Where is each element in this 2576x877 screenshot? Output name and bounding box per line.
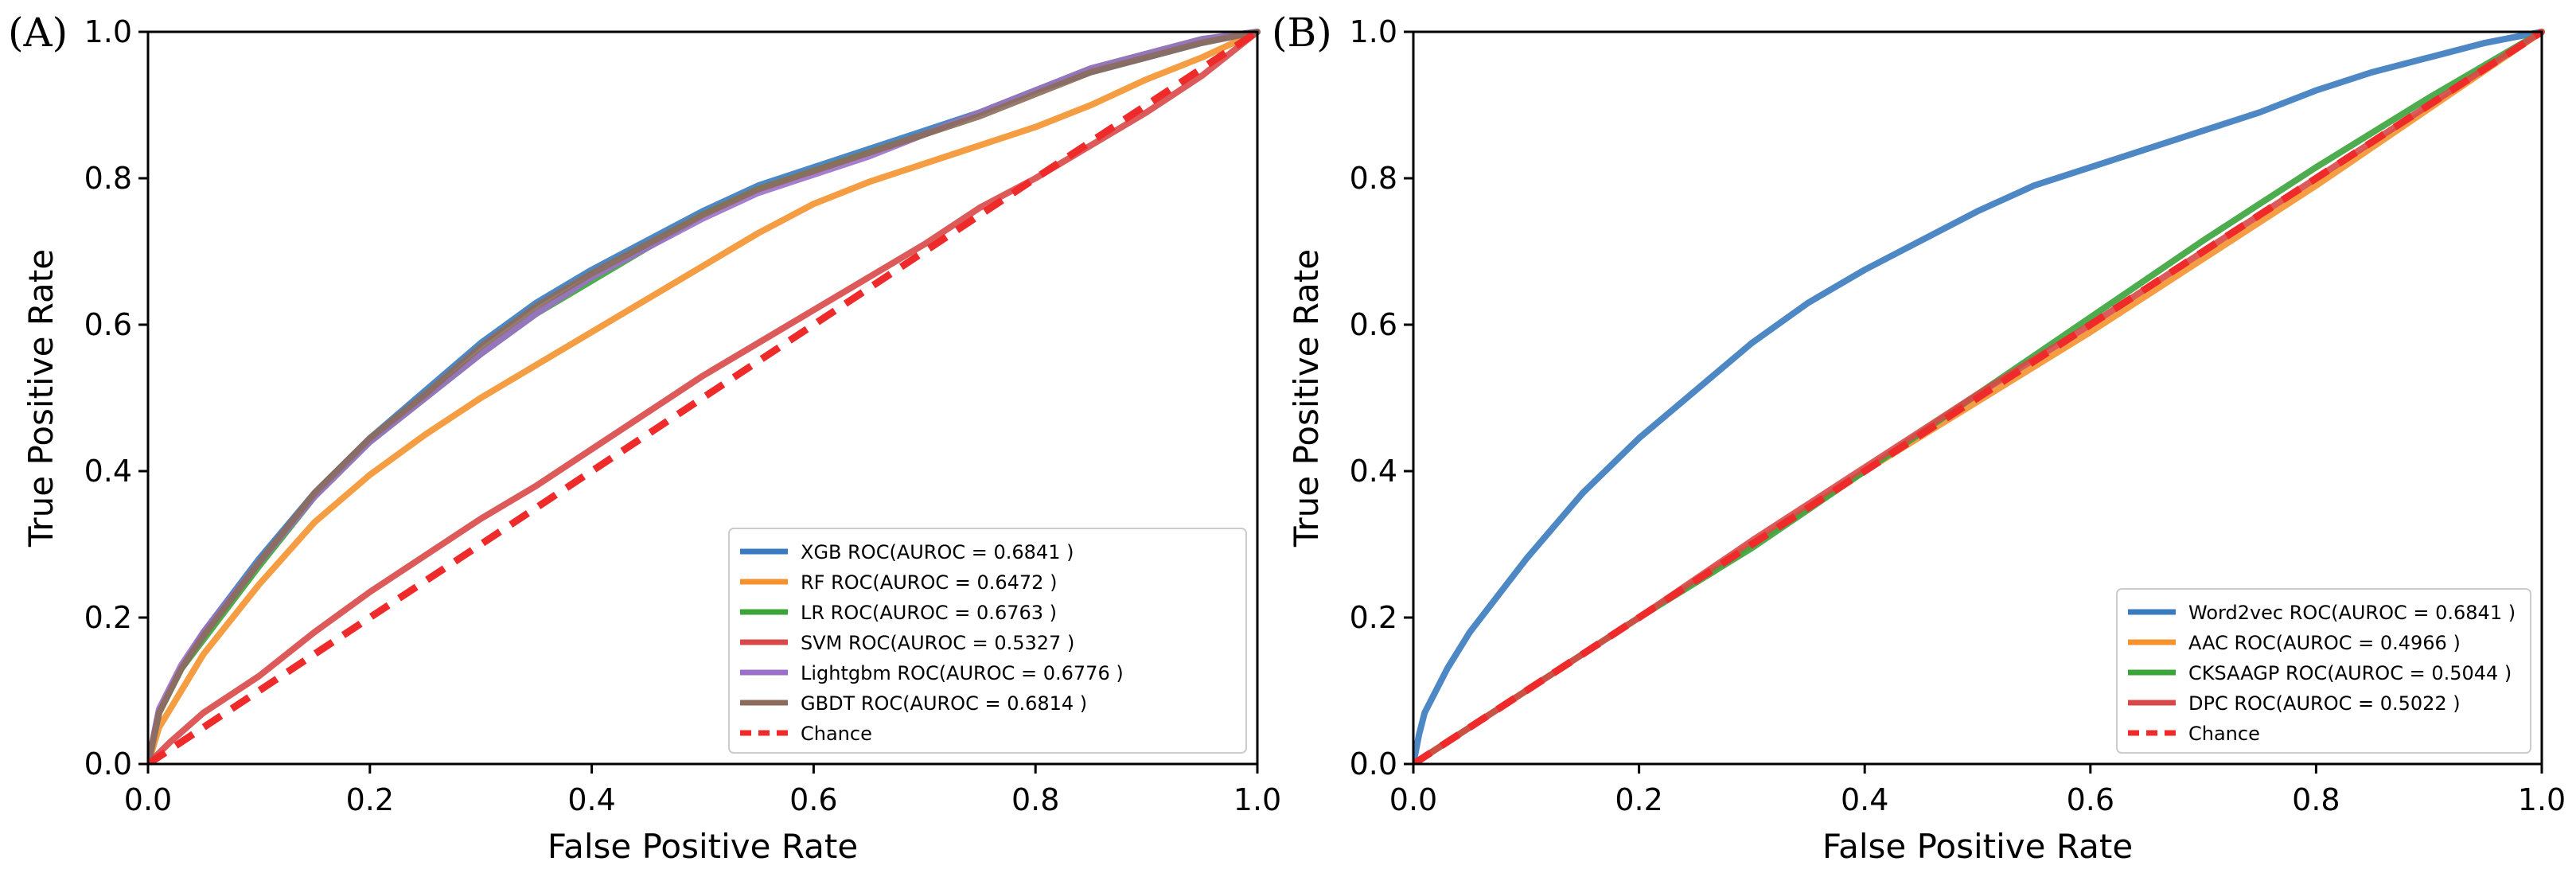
- roc-panel-b: (B) 0.0 0.2 0.4 0.6 0.8 1.0 0.0 0.2 0.4 0.6 0.8 1.0 F…: [1272, 10, 2566, 866]
- x-tick-label: 0.0: [1389, 782, 1437, 817]
- legend: XGB ROC(AUROC = 0.6841 ) RF ROC(AUROC = 0…: [728, 528, 1247, 754]
- x-tick-label: 0.4: [567, 782, 615, 817]
- x-tick-label: 0.0: [124, 782, 172, 817]
- legend-entry: Chance: [801, 723, 872, 745]
- x-tick-label: 0.6: [2067, 782, 2114, 817]
- y-tick-label: 0.8: [1350, 161, 1397, 196]
- roc-curve-gbdt: [148, 29, 1261, 764]
- x-tick-label: 0.4: [1841, 782, 1888, 817]
- x-tick-label: 0.8: [1011, 782, 1059, 817]
- x-tick-label: 0.2: [346, 782, 394, 817]
- legend-entry: Chance: [2188, 723, 2260, 745]
- y-axis-label: True Positive Rate: [21, 249, 60, 548]
- curves: [148, 29, 1261, 764]
- roc-panel-a: (A) 0.0 0.2 0.4 0.6 0.8 1.0 0.0 0.2 0.4 0.6 0.8 1.0 F…: [8, 10, 1281, 866]
- y-tick-label: 0.0: [84, 746, 132, 782]
- y-tick-label: 0.4: [1350, 454, 1397, 489]
- legend: Word2vec ROC(AUROC = 0.6841 ) AAC ROC(AUR…: [2116, 588, 2531, 754]
- x-tick-label: 0.2: [1615, 782, 1662, 817]
- y-tick-label: 1.0: [84, 14, 132, 49]
- legend-entry: XGB ROC(AUROC = 0.6841 ): [801, 541, 1074, 563]
- panel-label: (B): [1272, 10, 1332, 56]
- y-tick-label: 0.8: [84, 161, 132, 196]
- legend-entry: DPC ROC(AUROC = 0.5022 ): [2188, 692, 2461, 715]
- legend-entry: LR ROC(AUROC = 0.6763 ): [801, 602, 1057, 624]
- legend-box: [2116, 588, 2531, 754]
- x-tick-label: 1.0: [2518, 782, 2566, 817]
- legend-entry: SVM ROC(AUROC = 0.5327 ): [801, 632, 1074, 654]
- legend-box: [728, 528, 1247, 754]
- roc-curve-word2vec: [1413, 29, 2545, 764]
- roc-curve-svm: [148, 29, 1261, 764]
- legend-entry: CKSAAGP ROC(AUROC = 0.5044 ): [2188, 662, 2512, 684]
- x-tick-label: 0.8: [2292, 782, 2340, 817]
- roc-curve-rf: [148, 29, 1261, 764]
- y-tick-label: 0.6: [1350, 307, 1397, 342]
- y-tick-label: 1.0: [1350, 14, 1397, 49]
- legend-entry: Lightgbm ROC(AUROC = 0.6776 ): [801, 662, 1124, 684]
- x-tick-label: 1.0: [1233, 782, 1281, 817]
- legend-entry: Word2vec ROC(AUROC = 0.6841 ): [2188, 602, 2516, 624]
- y-tick-label: 0.2: [84, 600, 132, 635]
- y-axis-label: True Positive Rate: [1287, 249, 1326, 548]
- plot-frame: [146, 30, 1259, 766]
- legend-entry: AAC ROC(AUROC = 0.4966 ): [2188, 632, 2461, 654]
- legend-entry: RF ROC(AUROC = 0.6472 ): [801, 571, 1057, 594]
- y-tick-label: 0.6: [84, 307, 132, 342]
- roc-curve-chance: [148, 29, 1260, 764]
- legend-entry: GBDT ROC(AUROC = 0.6814 ): [801, 692, 1087, 715]
- plot-frame: [1412, 30, 2543, 766]
- x-tick-label: 0.6: [789, 782, 837, 817]
- y-tick-label: 0.0: [1350, 746, 1397, 782]
- roc-curve-chance: [1413, 29, 2544, 764]
- curves: [1413, 29, 2545, 764]
- y-tick-label: 0.2: [1350, 600, 1397, 635]
- x-axis-label: False Positive Rate: [1822, 827, 2133, 866]
- x-axis-label: False Positive Rate: [548, 827, 858, 866]
- y-tick-label: 0.4: [84, 454, 132, 489]
- panel-label: (A): [8, 10, 68, 56]
